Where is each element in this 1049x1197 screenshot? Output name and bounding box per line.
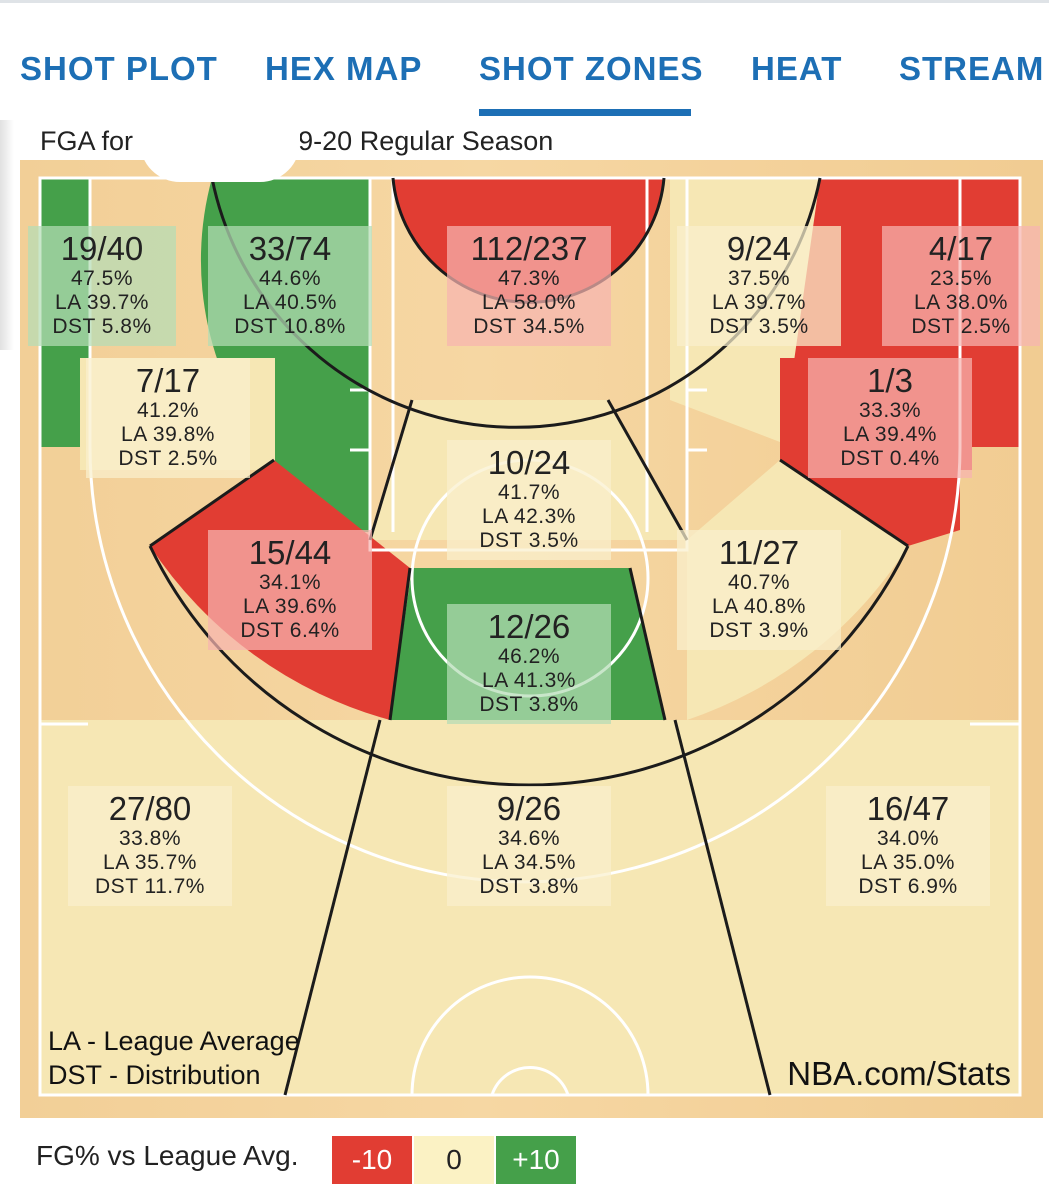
redaction-patch [140,124,300,182]
court: 19/40 47.5% LA 39.7% DST 5.8% 33/74 44.6… [20,160,1043,1118]
zone-label-top-key: 12/26 46.2% LA 41.3% DST 3.8% [447,604,611,724]
zone-pct: 47.3% [497,267,561,290]
zone-label-paint: 10/24 41.7% LA 42.3% DST 3.5% [447,440,611,560]
zone-la: LA 34.5% [482,851,576,874]
legend-la: LA - League Average [48,1026,300,1056]
scale-positive: +10 [496,1136,576,1184]
zone-la: LA 38.0% [914,291,1008,314]
zone-dst: DST 2.5% [118,447,218,470]
zone-la: LA 42.3% [482,505,576,528]
zone-label-left-baseline: 7/17 41.2% LA 39.8% DST 2.5% [86,358,250,478]
zone-dst: DST 6.4% [240,619,340,642]
zone-fg: 7/17 [135,362,201,399]
zone-la: LA 39.7% [712,291,806,314]
zone-fg: 10/24 [487,444,571,481]
tab-shot-plot[interactable]: SHOT PLOT [20,50,218,87]
zone-pct: 23.5% [929,267,993,290]
zone-la: LA 40.5% [243,291,337,314]
zone-label-right-deep: 16/47 34.0% LA 35.0% DST 6.9% [826,786,990,906]
zone-fg: 12/26 [487,608,571,645]
zone-label-left-deep: 27/80 33.8% LA 35.7% DST 11.7% [68,786,232,906]
zone-fg: 1/3 [867,362,913,399]
zone-pct: 33.3% [858,399,922,422]
zone-label-center-deep: 9/26 34.6% LA 34.5% DST 3.8% [447,786,611,906]
active-tab-indicator [479,109,691,116]
zone-fg: 9/26 [496,790,562,827]
source-credit: NBA.com/Stats [787,1055,1011,1092]
zone-la: LA 39.8% [121,423,215,446]
zone-fg: 33/74 [248,230,332,267]
zone-fg: 27/80 [108,790,192,827]
zone-la: LA 39.6% [243,595,337,618]
zone-la: LA 39.7% [55,291,149,314]
zone-center-deep [285,720,770,1095]
tab-shot-zones[interactable]: SHOT ZONES [479,50,704,87]
zone-dst: DST 2.5% [911,315,1011,338]
zone-label-right-wing: 11/27 40.7% LA 40.8% DST 3.9% [677,530,841,650]
zone-label-left-wing-deep: 15/44 34.1% LA 39.6% DST 6.4% [208,530,372,650]
zone-la: LA 39.4% [843,423,937,446]
zone-dst: DST 3.5% [709,315,809,338]
zone-label-left-wing: 33/74 44.6% LA 40.5% DST 10.8% [208,226,372,346]
zone-dst: DST 3.8% [479,693,579,716]
zone-label-right-mid: 9/24 37.5% LA 39.7% DST 3.5% [677,226,841,346]
zone-dst: DST 10.8% [234,315,346,338]
zone-label-left-corner: 19/40 47.5% LA 39.7% DST 5.8% [28,226,176,346]
zone-pct: 40.7% [727,571,791,594]
zone-dst: DST 5.8% [52,315,152,338]
zone-fg: 19/40 [60,230,144,267]
legend-dst: DST - Distribution [48,1060,261,1090]
zone-fg: 16/47 [866,790,950,827]
zone-dst: DST 0.4% [840,447,940,470]
scale-label: FG% vs League Avg. [36,1140,299,1171]
scale-negative: -10 [332,1136,412,1184]
zone-fg: 112/237 [470,230,588,267]
zone-fg: 11/27 [718,534,800,571]
zone-dst: DST 3.9% [709,619,809,642]
zone-dst: DST 3.8% [479,875,579,898]
zone-pct: 34.0% [876,827,940,850]
tab-hex-map[interactable]: HEX MAP [265,50,423,87]
zone-pct: 46.2% [497,645,561,668]
zone-pct: 34.1% [258,571,322,594]
zone-pct: 47.5% [70,267,134,290]
top-divider [0,0,1049,3]
zone-pct: 34.6% [497,827,561,850]
zone-pct: 44.6% [258,267,322,290]
view-tabs: SHOT PLOT HEX MAP SHOT ZONES HEAT STREAM [0,40,1049,120]
tab-stream[interactable]: STREAM [899,50,1045,87]
zone-fg: 4/17 [928,230,994,267]
zone-la: LA 58.0% [482,291,576,314]
tab-heat[interactable]: HEAT [751,50,843,87]
zone-label-right-baseline: 1/3 33.3% LA 39.4% DST 0.4% [808,358,972,478]
zone-label-right-corner: 4/17 23.5% LA 38.0% DST 2.5% [882,226,1040,346]
scale-neutral: 0 [414,1136,494,1184]
zone-dst: DST 3.5% [479,529,579,552]
zone-dst: DST 34.5% [473,315,585,338]
edge-shadow [0,120,14,350]
zone-la: LA 41.3% [482,669,576,692]
zone-la: LA 40.8% [712,595,806,618]
zone-dst: DST 6.9% [858,875,958,898]
zone-dst: DST 11.7% [95,875,205,898]
zone-la: LA 35.7% [103,851,197,874]
zone-fg: 9/24 [726,230,792,267]
zone-pct: 41.2% [136,399,200,422]
zone-label-restricted: 112/237 47.3% LA 58.0% DST 34.5% [447,226,611,346]
zone-pct: 37.5% [727,267,791,290]
zone-la: LA 35.0% [861,851,955,874]
zone-pct: 33.8% [118,827,182,850]
zone-pct: 41.7% [497,481,561,504]
zone-fg: 15/44 [248,534,332,571]
